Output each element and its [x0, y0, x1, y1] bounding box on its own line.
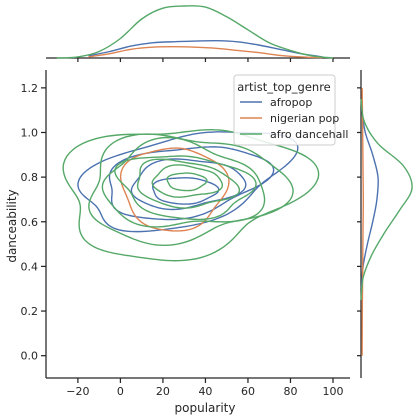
y-axis-label: danceability — [5, 189, 19, 262]
marginal-x-curve-afropop — [88, 39, 323, 58]
legend-title: artist_top_genre — [237, 80, 331, 94]
y-tick-label-1: 1.0 — [21, 126, 39, 139]
kde-contour-afro-dancehall-4 — [136, 158, 241, 209]
kde-contour-afropop-1 — [108, 146, 275, 221]
y-tick-label-1.2: 1.2 — [21, 82, 39, 95]
marginal-x-curve-nigerian-pop — [88, 45, 323, 59]
y-tick-label-0.6: 0.6 — [21, 216, 39, 229]
kde-contour-afro-dancehall-2 — [101, 136, 266, 228]
marginal-y-curve-afropop — [360, 110, 379, 289]
legend-label-afropop: afropop — [270, 96, 312, 109]
marginal-y-curve-afro-dancehall — [360, 98, 413, 300]
y-tick-label-0.4: 0.4 — [21, 260, 39, 273]
legend-frame — [233, 74, 336, 146]
y-tick-label-0.2: 0.2 — [21, 305, 39, 318]
legend-label-nigerian-pop: nigerian pop — [270, 112, 339, 125]
x-tick-label-0: 0 — [117, 385, 124, 398]
marginal-y-kde — [357, 70, 413, 378]
marginal-x-kde — [46, 5, 350, 62]
y-tick-label-0.8: 0.8 — [21, 171, 39, 184]
kde-contour-afropop-3 — [151, 177, 220, 205]
main-axes: −20 0 20 40 60 80 100 0.0 0.2 0.4 0.6 0.8 1.0 1.2 — [21, 70, 350, 398]
x-tick-label-40: 40 — [198, 385, 212, 398]
kde-contour-afro-dancehall-3 — [114, 155, 257, 221]
x-axis-label: popularity — [175, 401, 236, 415]
x-tick-label-60: 60 — [241, 385, 255, 398]
x-tick-label-20: 20 — [156, 385, 170, 398]
legend-label-afro-dancehall: afro dancehall — [270, 128, 348, 141]
kde-contour-afro-dancehall-1 — [88, 133, 294, 247]
x-tick-label-80: 80 — [283, 385, 297, 398]
kde-contour-afro-dancehall-0 — [62, 128, 320, 262]
kde-contour-afro-dancehall-6 — [166, 172, 208, 192]
kde-contour-nigerian-pop-0 — [119, 147, 230, 232]
y-tick-label-0: 0.0 — [21, 350, 39, 363]
marginal-y-curve-nigerian-pop — [361, 87, 365, 356]
joint-kde-contours — [62, 128, 320, 262]
x-tick-label--20: −20 — [66, 385, 89, 398]
marginal-x-curve-afro-dancehall — [56, 5, 334, 59]
legend: artist_top_genre afropop nigerian pop af… — [233, 74, 348, 146]
x-tick-label-100: 100 — [322, 385, 343, 398]
kde-contour-afro-dancehall-5 — [151, 164, 224, 198]
